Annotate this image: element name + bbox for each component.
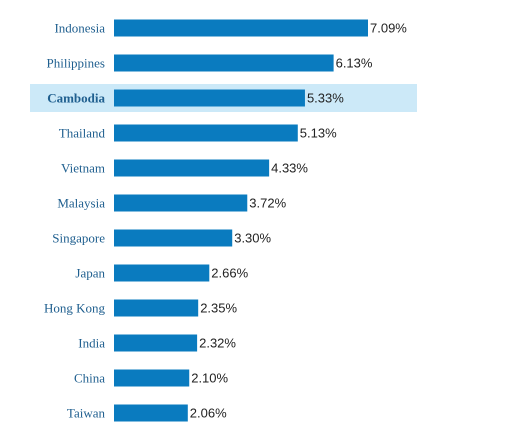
category-label-thailand: Thailand — [59, 126, 106, 141]
category-label-china: China — [74, 371, 105, 386]
value-label-china: 2.10% — [191, 371, 228, 386]
value-label-indonesia: 7.09% — [370, 21, 407, 36]
value-label-india: 2.32% — [199, 336, 236, 351]
category-label-indonesia: Indonesia — [54, 21, 105, 36]
category-label-hong-kong: Hong Kong — [44, 301, 106, 316]
value-label-hong-kong: 2.35% — [200, 301, 237, 316]
bar-cambodia — [114, 89, 305, 107]
category-label-japan: Japan — [75, 266, 105, 281]
bar-hong-kong — [114, 299, 199, 317]
value-label-taiwan: 2.06% — [190, 406, 227, 421]
category-label-india: India — [78, 336, 105, 351]
bar-taiwan — [114, 404, 188, 422]
bar-indonesia — [114, 19, 368, 37]
bar-philippines — [114, 54, 334, 72]
category-label-taiwan: Taiwan — [67, 406, 106, 421]
bar-vietnam — [114, 159, 270, 177]
value-label-malaysia: 3.72% — [249, 196, 286, 211]
value-label-philippines: 6.13% — [336, 56, 373, 71]
bar-thailand — [114, 124, 298, 142]
category-label-philippines: Philippines — [46, 56, 105, 71]
value-label-cambodia: 5.33% — [307, 91, 344, 106]
bar-malaysia — [114, 194, 248, 212]
bar-japan — [114, 264, 210, 282]
value-label-thailand: 5.13% — [300, 126, 337, 141]
value-label-japan: 2.66% — [211, 266, 248, 281]
category-label-vietnam: Vietnam — [61, 161, 105, 176]
value-label-vietnam: 4.33% — [271, 161, 308, 176]
bar-singapore — [114, 229, 233, 247]
value-label-singapore: 3.30% — [234, 231, 271, 246]
category-label-singapore: Singapore — [52, 231, 105, 246]
bar-india — [114, 334, 198, 352]
category-label-cambodia: Cambodia — [47, 91, 105, 106]
category-label-malaysia: Malaysia — [57, 196, 105, 211]
bar-china — [114, 369, 190, 387]
